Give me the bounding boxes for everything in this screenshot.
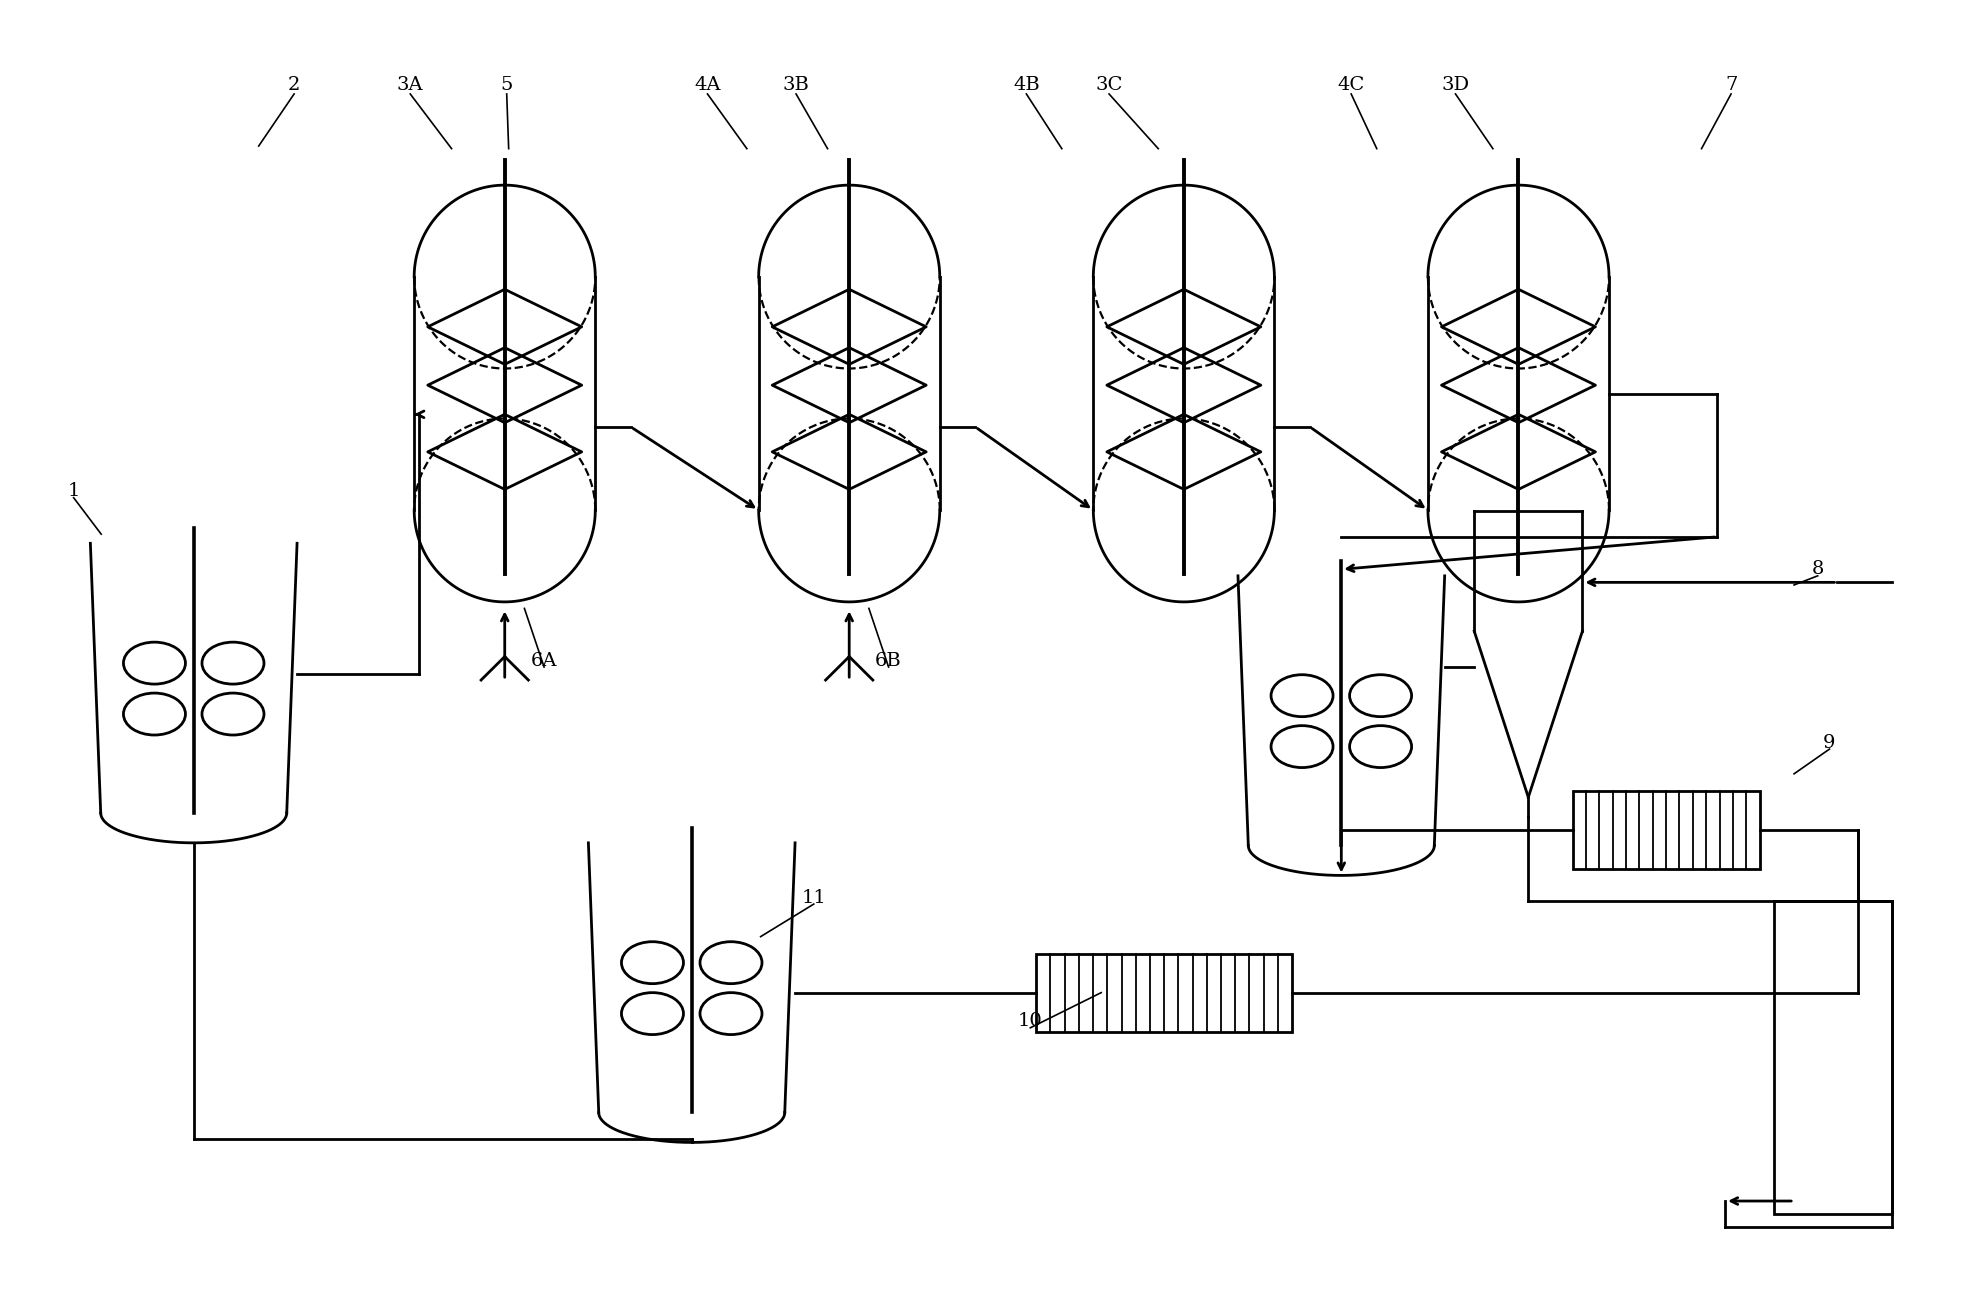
Text: 3D: 3D [1440, 76, 1468, 94]
Text: 8: 8 [1811, 560, 1823, 578]
Text: 3A: 3A [397, 76, 424, 94]
Text: 6B: 6B [874, 651, 902, 670]
Text: 3C: 3C [1095, 76, 1123, 94]
Text: 3B: 3B [781, 76, 809, 94]
Text: 6A: 6A [531, 651, 556, 670]
Text: 1: 1 [67, 483, 79, 500]
Bar [1774, 901, 1892, 1214]
Text: 11: 11 [801, 888, 827, 906]
Text: 4B: 4B [1012, 76, 1040, 94]
Text: 10: 10 [1018, 1012, 1042, 1031]
Text: 7: 7 [1724, 76, 1736, 94]
Text: 4A: 4A [694, 76, 720, 94]
Bar [1572, 791, 1758, 869]
Text: 5: 5 [501, 76, 513, 94]
Bar [1036, 954, 1292, 1032]
Text: 9: 9 [1823, 734, 1835, 752]
Text: 4C: 4C [1338, 76, 1363, 94]
Text: 2: 2 [288, 76, 300, 94]
